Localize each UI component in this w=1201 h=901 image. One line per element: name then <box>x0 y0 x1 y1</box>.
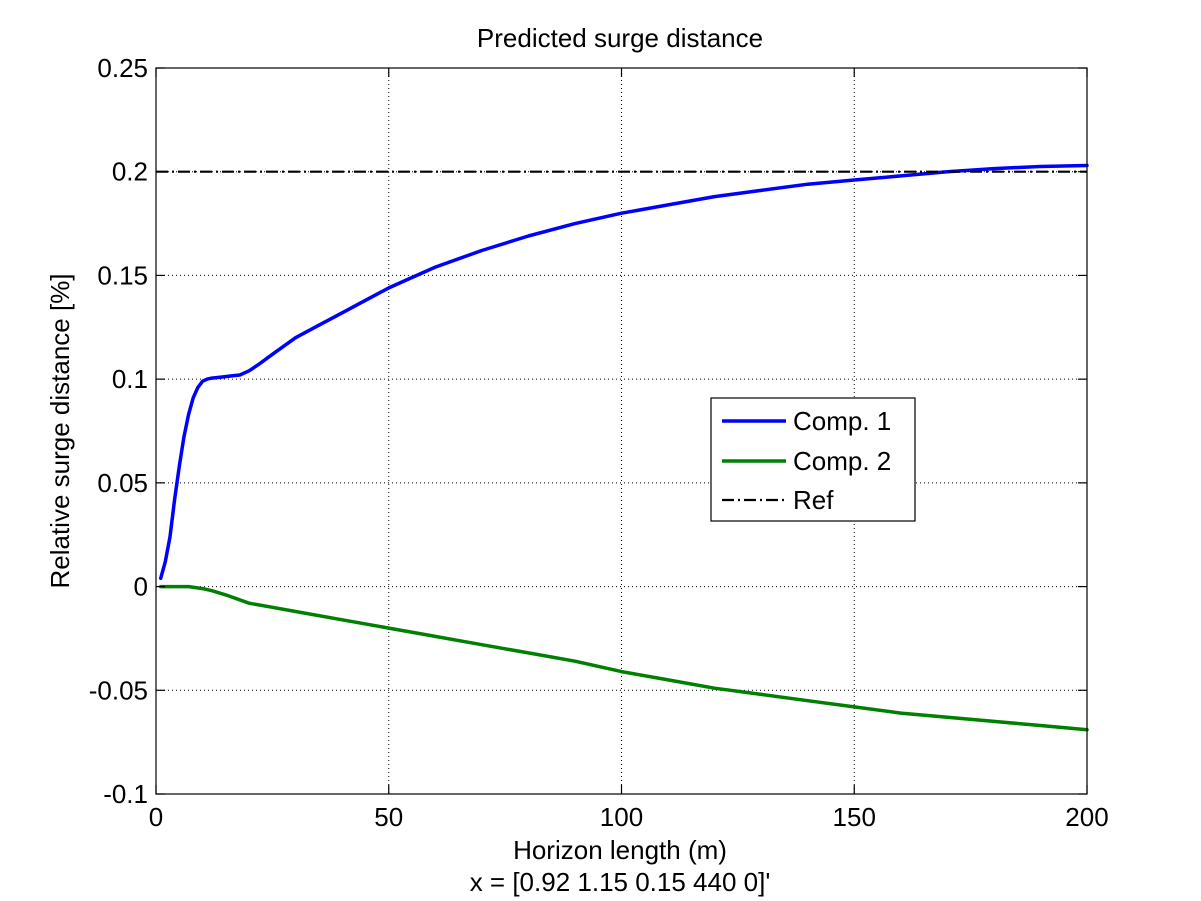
y-tick-label: 0.15 <box>97 260 148 290</box>
chart-title: Predicted surge distance <box>477 23 763 53</box>
x-tick-label: 200 <box>1065 802 1108 832</box>
y-tick-label: -0.05 <box>89 675 148 705</box>
series-layer <box>156 163 1089 732</box>
x-axis-sublabel: x = [0.92 1.15 0.15 440 0]' <box>470 867 771 897</box>
x-tick-label: 50 <box>374 802 403 832</box>
y-tick-label: -0.1 <box>103 779 148 809</box>
series-line-comp-1 <box>158 163 1089 581</box>
y-tick-labels: -0.1 -0.05 0 0.05 0.1 0.15 0.2 0.25 <box>89 53 148 809</box>
legend-label-comp-1: Comp. 1 <box>793 406 891 436</box>
tick-marks <box>155 67 1088 795</box>
y-tick-label: 0.05 <box>97 468 148 498</box>
legend: Comp. 1 Comp. 2 Ref <box>710 397 916 522</box>
x-axis-label: Horizon length (m) <box>513 835 727 865</box>
legend-label-comp-2: Comp. 2 <box>793 446 891 476</box>
y-tick-label: 0 <box>134 572 148 602</box>
y-axis-label: Relative surge distance [%] <box>45 273 75 588</box>
y-tick-label: 0.1 <box>112 364 148 394</box>
x-tick-labels: 0 50 100 150 200 <box>149 802 1109 832</box>
y-tick-label: 0.25 <box>97 53 148 83</box>
x-tick-label: 150 <box>833 802 876 832</box>
x-tick-label: 0 <box>149 802 163 832</box>
y-tick-label: 0.2 <box>112 157 148 187</box>
x-tick-label: 100 <box>600 802 643 832</box>
legend-label-ref: Ref <box>793 485 834 515</box>
series-line-comp-2 <box>158 584 1089 732</box>
